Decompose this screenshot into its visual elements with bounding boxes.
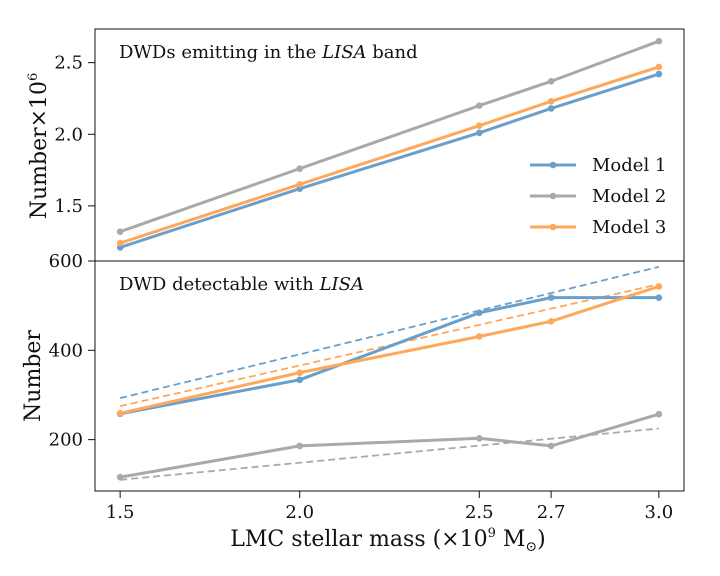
legend-model-1-marker xyxy=(549,161,557,169)
top-model-1-point xyxy=(655,70,663,78)
bottom-model-3-point xyxy=(547,317,555,325)
top-ytick-label-1-5: 1.5 xyxy=(54,196,83,217)
model-2-fit-line xyxy=(120,427,659,481)
bottom-series-model-3 xyxy=(116,283,663,417)
xtick-label-2-7: 2.7 xyxy=(537,502,566,523)
top-model-1-point xyxy=(547,105,555,112)
bottom-model-2-point xyxy=(655,410,663,418)
legend: Model 1 Model 2 Model 3 xyxy=(530,155,666,238)
bottom-ytick-label-600: 600 xyxy=(49,251,83,272)
top-series-model-3 xyxy=(116,63,663,247)
top-model-2-point xyxy=(655,37,663,45)
top-panel-title: DWDs emitting in the LISA band xyxy=(119,42,418,63)
bottom-panel: 200 400 600 1.5 2.0 2.5 2.7 3.0 DWD detectable… xyxy=(21,251,685,555)
bottom-model-3-line xyxy=(119,285,660,415)
bottom-panel-series xyxy=(116,283,663,481)
bottom-model-2-point xyxy=(116,473,124,481)
bottom-model-3-point xyxy=(296,369,304,376)
legend-model-1-label: Model 1 xyxy=(592,155,666,176)
top-model-3-point xyxy=(475,122,483,129)
bottom-model-1-point xyxy=(655,294,663,301)
bottom-panel-ylabel: Number xyxy=(21,330,46,422)
legend-model-2-marker xyxy=(549,192,557,200)
xtick-label-1-5: 1.5 xyxy=(106,502,135,523)
bottom-panel-title: DWD detectable with LISA xyxy=(119,274,364,295)
top-model-2-point xyxy=(116,228,124,235)
bottom-model-3-point xyxy=(116,409,124,417)
bottom-model-2-point xyxy=(296,442,304,450)
bottom-model-2-line xyxy=(119,412,660,479)
bottom-ytick-label-400: 400 xyxy=(49,340,83,361)
top-series-model-2 xyxy=(116,37,663,235)
bottom-panel-frame xyxy=(94,260,685,492)
xtick-label-2-0: 2.0 xyxy=(285,502,314,523)
legend-model-2-label: Model 2 xyxy=(592,186,666,207)
bottom-series-model-2 xyxy=(116,410,663,481)
top-model-3-point xyxy=(116,239,124,247)
top-panel-ylabel: Number×106 xyxy=(26,73,52,220)
bottom-model-1-point xyxy=(475,309,483,317)
top-model-1-line xyxy=(119,72,660,249)
legend-model-3-label: Model 3 xyxy=(592,217,666,238)
model-1-fit-line xyxy=(119,265,660,399)
bottom-model-3-point xyxy=(475,333,483,340)
top-panel-series xyxy=(116,37,663,251)
bottom-model-1-point xyxy=(296,376,304,384)
bottom-ytick-label-200: 200 xyxy=(49,430,83,451)
top-panel-yticks: 1.5 2.0 2.5 xyxy=(54,53,95,217)
top-model-3-point xyxy=(655,63,663,71)
bottom-model-1-point xyxy=(547,294,555,301)
top-panel: 1.5 2.0 2.5 DWDs emitting in the LISA band… xyxy=(26,28,685,262)
top-model-2-point xyxy=(547,77,555,85)
bottom-model-2-point xyxy=(547,442,555,450)
bottom-model-3-point xyxy=(655,283,663,290)
top-model-3-line xyxy=(119,65,660,245)
xtick-label-3-0: 3.0 xyxy=(645,502,674,523)
xtick-label-2-5: 2.5 xyxy=(465,502,494,523)
top-ytick-label-2-0: 2.0 xyxy=(54,124,83,145)
top-model-3-point xyxy=(547,98,555,105)
legend-model-3-marker xyxy=(549,223,557,231)
top-model-1-point xyxy=(475,129,483,137)
top-series-model-1 xyxy=(116,70,663,251)
bottom-panel-xticks: 1.5 2.0 2.5 2.7 3.0 xyxy=(106,491,673,523)
top-model-3-point xyxy=(296,181,304,188)
bottom-model-2-point xyxy=(475,435,483,442)
top-ytick-label-2-5: 2.5 xyxy=(54,53,83,74)
bottom-panel-yticks: 200 400 600 xyxy=(49,251,95,451)
top-model-2-point xyxy=(296,165,304,172)
x-axis-title: LMC stellar mass (×109 M⊙) xyxy=(230,526,546,555)
top-model-2-point xyxy=(475,102,483,109)
top-model-2-line xyxy=(119,39,660,234)
